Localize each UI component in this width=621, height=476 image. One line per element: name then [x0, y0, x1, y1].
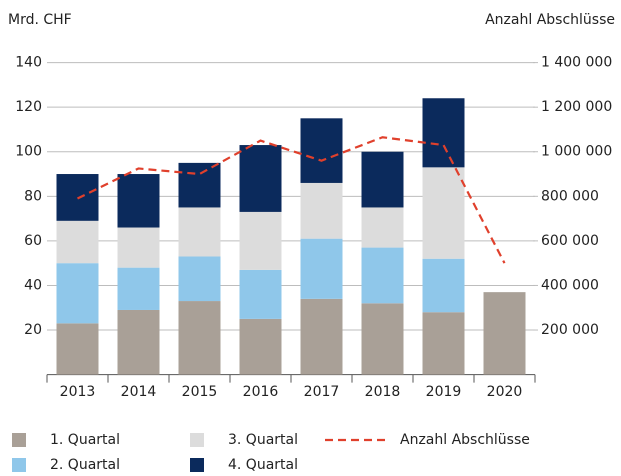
- bar-segment: [178, 301, 221, 375]
- legend-label: 2. Quartal: [50, 457, 120, 473]
- y2-tick-label: 200 000: [541, 322, 599, 338]
- y-axis-title: Mrd. CHF: [8, 12, 72, 28]
- bar-segment: [361, 207, 404, 248]
- x-tick-label: 2015: [182, 384, 218, 400]
- legend-label: Anzahl Abschlüsse: [400, 432, 530, 448]
- y-tick-label: 140: [15, 55, 42, 71]
- legend-label: 1. Quartal: [50, 432, 120, 448]
- x-tick-label: 2017: [304, 384, 340, 400]
- x-tick-label: 2014: [121, 384, 157, 400]
- x-tick-label: 2013: [60, 384, 96, 400]
- bar-segment: [178, 207, 221, 257]
- bar-segment: [56, 323, 99, 375]
- y2-tick-label: 1 200 000: [541, 99, 612, 115]
- bar-segment: [300, 118, 343, 183]
- y2-tick-label: 1 400 000: [541, 55, 612, 71]
- legend-swatch: [190, 458, 204, 472]
- x-tick-label: 2016: [243, 384, 279, 400]
- bar-segment: [239, 318, 282, 375]
- y-tick-label: 100: [15, 144, 42, 160]
- y2-tick-label: 800 000: [541, 188, 599, 204]
- y2-tick-label: 400 000: [541, 277, 599, 293]
- legend-label: 3. Quartal: [228, 432, 298, 448]
- bar-segment: [56, 220, 99, 264]
- y-tick-label: 40: [24, 277, 42, 293]
- bar-segment: [422, 312, 465, 375]
- bar-segment: [178, 256, 221, 302]
- bar-segment: [300, 298, 343, 375]
- bar-segment: [483, 292, 526, 375]
- bar-segment: [422, 258, 465, 313]
- bar-segment: [56, 263, 99, 324]
- y2-tick-label: 1 000 000: [541, 144, 612, 160]
- y-tick-label: 120: [15, 99, 42, 115]
- x-tick-label: 2020: [487, 384, 523, 400]
- y2-axis-title: Anzahl Abschlüsse: [485, 12, 615, 28]
- line-series: [77, 136, 506, 264]
- bar-segment: [422, 98, 465, 168]
- bar-segment: [361, 247, 404, 304]
- y-tick-label: 80: [24, 188, 42, 204]
- bar-segment: [117, 309, 160, 375]
- bar-segment: [239, 145, 282, 212]
- legend-swatch: [12, 458, 26, 472]
- y-tick-label: 60: [24, 233, 42, 249]
- y-tick-label: 20: [24, 322, 42, 338]
- legend-swatch: [12, 433, 26, 447]
- bar-segment: [239, 211, 282, 270]
- bar-segment: [117, 267, 160, 310]
- bar-segment: [361, 151, 404, 208]
- bar-segment: [239, 269, 282, 319]
- legend-label: 4. Quartal: [228, 457, 298, 473]
- legend-swatch: [190, 433, 204, 447]
- y2-tick-label: 600 000: [541, 233, 599, 249]
- bar-segment: [117, 227, 160, 268]
- bar-segment: [117, 174, 160, 228]
- bar-segment: [300, 182, 343, 239]
- bar-segment: [422, 167, 465, 259]
- bar-segment: [361, 303, 404, 375]
- x-tick-label: 2019: [426, 384, 462, 400]
- x-tick-label: 2018: [365, 384, 401, 400]
- bar-segment: [300, 238, 343, 299]
- bar-segment: [178, 162, 221, 208]
